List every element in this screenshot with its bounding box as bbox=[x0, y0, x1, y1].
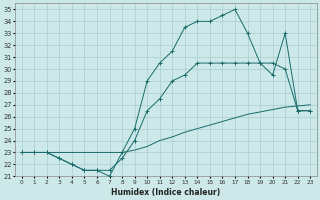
X-axis label: Humidex (Indice chaleur): Humidex (Indice chaleur) bbox=[111, 188, 220, 197]
